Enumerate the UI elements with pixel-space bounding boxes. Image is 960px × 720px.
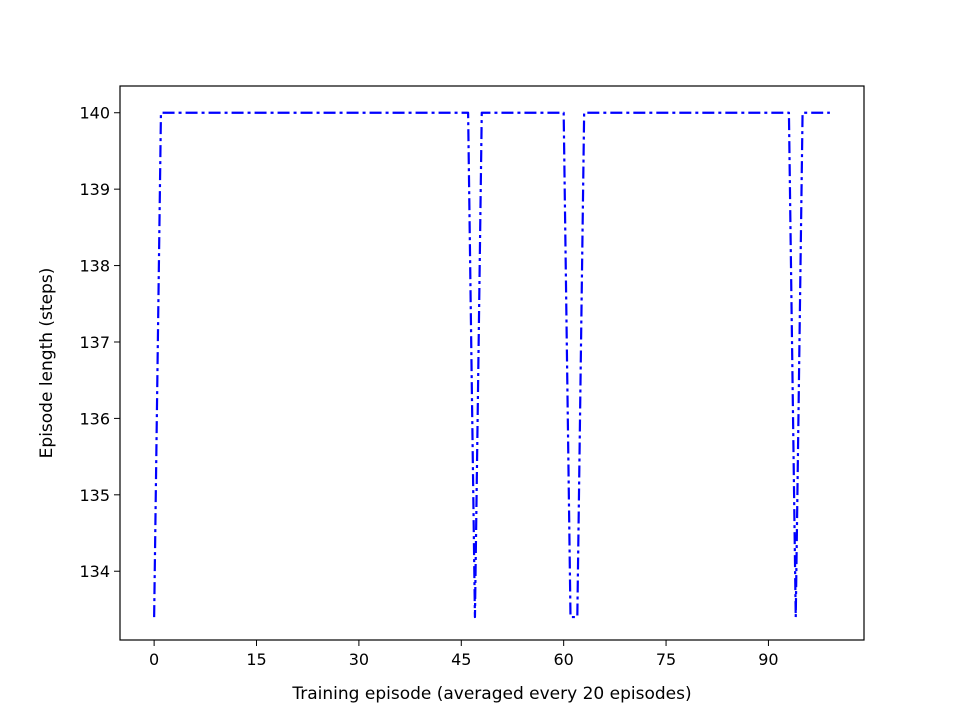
y-tick-label: 138 [79, 257, 110, 276]
y-axis-label: Episode length (steps) [37, 268, 57, 459]
x-tick-label: 75 [656, 650, 676, 669]
x-tick-label: 90 [758, 650, 778, 669]
y-tick-label: 137 [79, 333, 110, 352]
y-tick-label: 135 [79, 486, 110, 505]
axis-ticks: 0 15 30 45 60 75 90 134 135 136 137 138 139 140 [79, 104, 778, 669]
x-axis-label: Training episode (averaged every 20 epis… [291, 684, 691, 704]
y-tick-label: 136 [79, 409, 110, 428]
x-tick-label: 15 [246, 650, 266, 669]
x-tick-label: 45 [451, 650, 471, 669]
y-tick-label: 140 [79, 104, 110, 123]
x-tick-label: 60 [553, 650, 573, 669]
plot-area-frame [119, 85, 865, 641]
y-tick-label: 139 [79, 180, 110, 199]
y-tick-label: 134 [79, 562, 110, 581]
x-tick-label: 0 [149, 650, 159, 669]
x-tick-label: 30 [349, 650, 369, 669]
